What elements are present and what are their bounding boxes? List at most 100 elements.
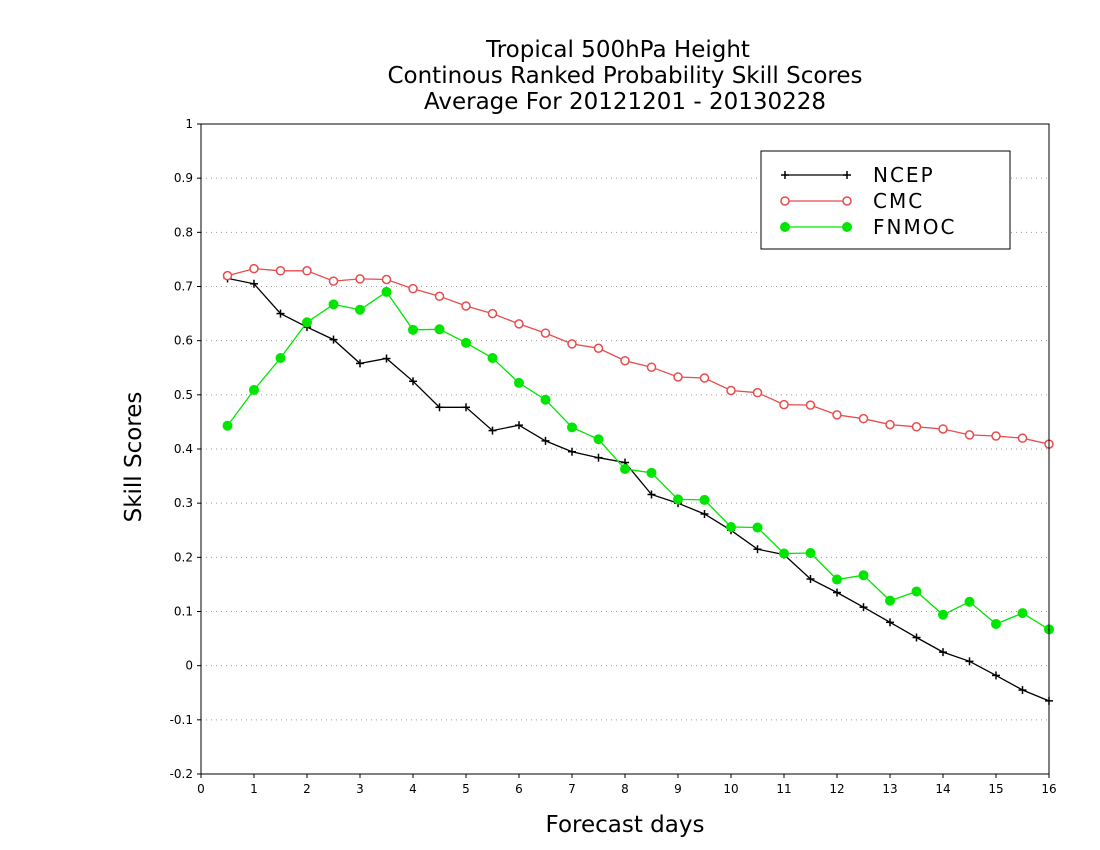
gridlines xyxy=(201,177,1049,721)
cmc-point xyxy=(699,373,710,383)
cmc-point xyxy=(434,291,445,301)
cmc-point xyxy=(832,410,842,420)
legend-marker-end xyxy=(843,171,851,179)
x-tick-label: 12 xyxy=(829,782,844,796)
ncep-point xyxy=(700,510,709,518)
x-tick-label: 2 xyxy=(303,782,311,796)
ncep-point xyxy=(859,603,868,612)
cmc-point xyxy=(461,301,471,311)
legend-item-ncep: NCEP xyxy=(781,163,933,187)
fnmoc-point xyxy=(673,494,683,505)
y-tick-label: 0.2 xyxy=(174,550,193,564)
cmc-point xyxy=(620,355,630,366)
fnmoc-point xyxy=(726,522,736,532)
fnmoc-point xyxy=(593,434,604,445)
legend-marker-start xyxy=(780,222,790,232)
cmc-point xyxy=(593,343,604,353)
series-group xyxy=(222,263,1054,705)
ncep-point xyxy=(833,588,841,597)
x-axis: 0 1 2 3 4 5 6 7 8 9 10 11 12 13 14 15 16 xyxy=(197,774,1057,796)
x-tick-label: 0 xyxy=(197,782,205,796)
ncep-point xyxy=(886,618,894,627)
fnmoc-point xyxy=(832,574,842,585)
fnmoc-point xyxy=(1017,608,1028,619)
cmc-point xyxy=(275,266,286,276)
fnmoc-point xyxy=(461,337,471,348)
cmc-point xyxy=(540,328,551,338)
fnmoc-point xyxy=(249,384,259,395)
cmc-point xyxy=(249,263,259,274)
ncep-point xyxy=(568,447,576,456)
cmc-point xyxy=(805,400,816,410)
cmc-point xyxy=(408,283,418,294)
y-tick-label: 1 xyxy=(185,117,193,131)
fnmoc-point xyxy=(911,586,922,597)
legend-marker-start xyxy=(780,196,790,206)
x-tick-label: 13 xyxy=(882,782,897,796)
y-tick-label: 0 xyxy=(185,659,193,673)
legend-marker-end xyxy=(842,196,852,206)
y-tick-label: 0.5 xyxy=(174,388,193,402)
title-line-3: Average For 20121201 - 20130228 xyxy=(424,89,826,115)
ncep-point xyxy=(515,421,523,430)
legend-label: CMC xyxy=(873,189,924,213)
ncep-point xyxy=(912,633,921,642)
fnmoc-point xyxy=(620,464,630,475)
ncep-point xyxy=(276,309,285,318)
legend-item-fnmoc: FNMOC xyxy=(780,215,956,239)
fnmoc-point xyxy=(646,467,657,478)
fnmoc-point xyxy=(964,596,975,607)
cmc-point xyxy=(673,372,683,382)
fnmoc-point xyxy=(991,618,1001,629)
fnmoc-point xyxy=(938,609,948,620)
legend-label: FNMOC xyxy=(873,215,956,239)
y-tick-label: 0.9 xyxy=(174,171,193,185)
fnmoc-point xyxy=(514,377,524,388)
cmc-point xyxy=(567,339,577,349)
x-tick-label: 16 xyxy=(1041,782,1056,796)
cmc-point xyxy=(858,413,869,424)
fnmoc-point xyxy=(381,286,392,297)
ncep-point xyxy=(753,545,762,554)
cmc-point xyxy=(381,274,392,285)
cmc-point xyxy=(487,308,498,319)
x-tick-label: 6 xyxy=(515,782,523,796)
y-tick-label: 0.8 xyxy=(174,225,193,239)
cmc-point xyxy=(514,319,524,329)
fnmoc-point xyxy=(408,324,418,335)
chart-title: Tropical 500hPa Height Continous Ranked … xyxy=(387,37,862,115)
fnmoc-point xyxy=(779,548,789,559)
cmc-point xyxy=(222,270,233,281)
ncep-point xyxy=(1018,686,1027,695)
fnmoc-point xyxy=(328,299,339,310)
fnmoc-point xyxy=(805,548,816,558)
cmc-line xyxy=(227,267,1050,445)
ncep-point xyxy=(250,279,258,288)
title-line-2: Continous Ranked Probability Skill Score… xyxy=(387,63,862,89)
cmc-point xyxy=(964,430,975,440)
cmc-point xyxy=(646,362,657,372)
fnmoc-point xyxy=(699,494,710,505)
y-tick-label: 0.1 xyxy=(174,605,193,619)
ncep-point xyxy=(647,490,656,499)
ncep-point xyxy=(965,657,974,666)
fnmoc-line xyxy=(226,291,1050,630)
ncep-point xyxy=(541,436,550,445)
fnmoc-point xyxy=(858,570,869,581)
cmc-point xyxy=(991,431,1001,441)
ncep-point xyxy=(806,575,815,583)
ncep-point xyxy=(992,671,1000,680)
series-fnmoc xyxy=(222,286,1054,635)
ncep-point xyxy=(939,648,947,657)
cmc-point xyxy=(911,422,922,432)
y-tick-label: 0.3 xyxy=(174,496,193,510)
x-tick-label: 11 xyxy=(776,782,791,796)
y-tick-label: -0.2 xyxy=(170,767,193,781)
y-axis-label: Skill Scores xyxy=(121,392,147,523)
x-tick-label: 4 xyxy=(409,782,417,796)
legend-item-cmc: CMC xyxy=(780,189,924,213)
cmc-point xyxy=(752,387,763,398)
fnmoc-point xyxy=(302,317,312,328)
